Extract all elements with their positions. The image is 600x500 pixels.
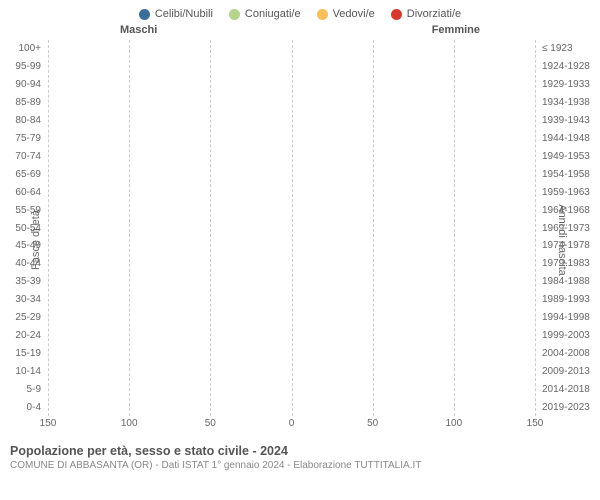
birth-label: 2009-2013: [538, 362, 600, 380]
age-label: 65-69: [0, 165, 45, 183]
legend-label: Divorziati/e: [407, 8, 461, 20]
birth-label: 1979-1983: [538, 255, 600, 273]
age-label: 55-59: [0, 201, 45, 219]
age-label: 35-39: [0, 273, 45, 291]
age-label: 75-79: [0, 130, 45, 148]
age-label: 50-54: [0, 219, 45, 237]
pyramid-row: [48, 362, 535, 380]
age-label: 30-34: [0, 291, 45, 309]
footer: Popolazione per età, sesso e stato civil…: [0, 440, 600, 471]
birth-label: 2019-2023: [538, 398, 600, 416]
pyramid-row: [48, 291, 535, 309]
age-label: 80-84: [0, 112, 45, 130]
age-label: 95-99: [0, 58, 45, 76]
pyramid-row: [48, 237, 535, 255]
legend-item: Vedovi/e: [317, 8, 375, 20]
pyramid-row: [48, 380, 535, 398]
footer-title: Popolazione per età, sesso e stato civil…: [10, 444, 590, 458]
age-label: 40-44: [0, 255, 45, 273]
pyramid-row: [48, 183, 535, 201]
bar-rows: [48, 40, 535, 416]
birth-label: 1969-1973: [538, 219, 600, 237]
birth-label: 1989-1993: [538, 291, 600, 309]
birth-label: 1934-1938: [538, 94, 600, 112]
pyramid-row: [48, 165, 535, 183]
x-tick: 150: [40, 418, 57, 429]
age-label: 0-4: [0, 398, 45, 416]
pyramid-row: [48, 255, 535, 273]
age-labels: 100+95-9990-9485-8980-8475-7970-7465-696…: [0, 40, 45, 416]
x-tick: 100: [445, 418, 462, 429]
birth-label: 1944-1948: [538, 130, 600, 148]
pyramid-row: [48, 147, 535, 165]
age-label: 25-29: [0, 309, 45, 327]
legend-swatch: [229, 9, 240, 20]
legend-label: Vedovi/e: [333, 8, 375, 20]
x-tick: 150: [527, 418, 544, 429]
legend-label: Coniugati/e: [245, 8, 301, 20]
pyramid-row: [48, 112, 535, 130]
gridline: [535, 40, 536, 416]
birth-label: 1924-1928: [538, 58, 600, 76]
birth-label: 1959-1963: [538, 183, 600, 201]
gender-headers: Maschi Femmine: [0, 24, 600, 40]
birth-label: 1999-2003: [538, 327, 600, 345]
pyramid-row: [48, 130, 535, 148]
pyramid-row: [48, 309, 535, 327]
birth-label: 1939-1943: [538, 112, 600, 130]
pyramid-row: [48, 201, 535, 219]
pyramid-row: [48, 58, 535, 76]
age-label: 5-9: [0, 380, 45, 398]
age-label: 45-49: [0, 237, 45, 255]
age-label: 10-14: [0, 362, 45, 380]
header-maschi: Maschi: [120, 24, 157, 36]
age-label: 60-64: [0, 183, 45, 201]
birth-label: 2014-2018: [538, 380, 600, 398]
legend-swatch: [391, 9, 402, 20]
birth-label: 1929-1933: [538, 76, 600, 94]
plot-area: [48, 40, 535, 416]
legend-swatch: [139, 9, 150, 20]
legend-swatch: [317, 9, 328, 20]
age-label: 70-74: [0, 147, 45, 165]
x-tick: 0: [289, 418, 295, 429]
age-label: 85-89: [0, 94, 45, 112]
pyramid-row: [48, 273, 535, 291]
age-label: 15-19: [0, 344, 45, 362]
x-tick: 50: [367, 418, 378, 429]
pyramid-row: [48, 327, 535, 345]
birth-label: 1954-1958: [538, 165, 600, 183]
birth-labels: ≤ 19231924-19281929-19331934-19381939-19…: [538, 40, 600, 416]
birth-label: 1994-1998: [538, 309, 600, 327]
x-tick: 100: [121, 418, 138, 429]
footer-subtitle: COMUNE DI ABBASANTA (OR) - Dati ISTAT 1°…: [10, 460, 590, 471]
pyramid-row: [48, 94, 535, 112]
legend-item: Divorziati/e: [391, 8, 461, 20]
pyramid-row: [48, 398, 535, 416]
pyramid-row: [48, 40, 535, 58]
legend-label: Celibi/Nubili: [155, 8, 213, 20]
legend-item: Coniugati/e: [229, 8, 301, 20]
birth-label: 1964-1968: [538, 201, 600, 219]
x-tick: 50: [205, 418, 216, 429]
birth-label: 1974-1978: [538, 237, 600, 255]
pyramid-chart: Fasce di età Anni di nascita 100+95-9990…: [0, 40, 600, 440]
birth-label: ≤ 1923: [538, 40, 600, 58]
birth-label: 1949-1953: [538, 147, 600, 165]
birth-label: 1984-1988: [538, 273, 600, 291]
age-label: 20-24: [0, 327, 45, 345]
birth-label: 2004-2008: [538, 344, 600, 362]
pyramid-row: [48, 76, 535, 94]
age-label: 100+: [0, 40, 45, 58]
legend-item: Celibi/Nubili: [139, 8, 213, 20]
x-ticks: 15010050050100150: [48, 418, 535, 432]
pyramid-row: [48, 219, 535, 237]
age-label: 90-94: [0, 76, 45, 94]
legend: Celibi/Nubili Coniugati/e Vedovi/e Divorzia…: [0, 0, 600, 24]
pyramid-row: [48, 344, 535, 362]
header-femmine: Femmine: [432, 24, 480, 36]
